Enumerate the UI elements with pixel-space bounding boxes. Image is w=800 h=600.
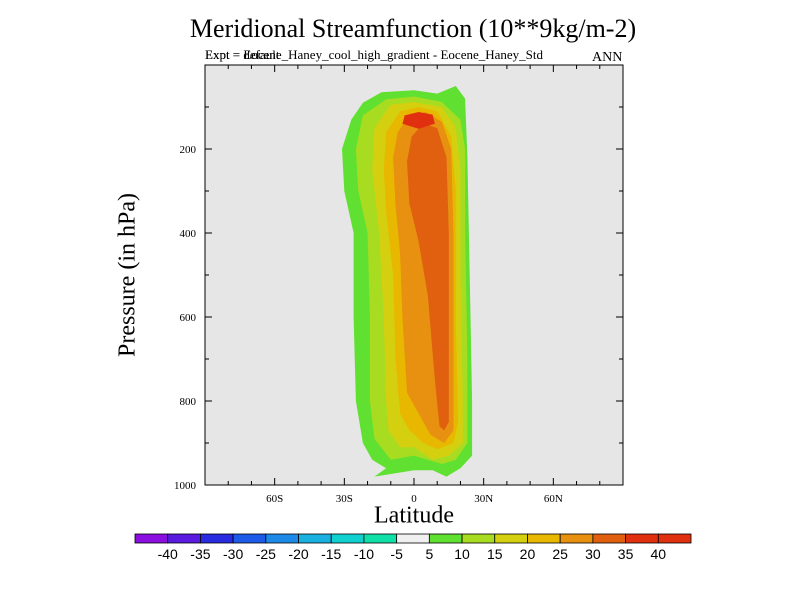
colorbar-label: -10 [354, 546, 374, 562]
colorbar-box [461, 533, 496, 544]
colorbar-box [625, 533, 659, 544]
subtitle-default: Expt = default [205, 47, 280, 62]
contour-region-35-40 [402, 112, 435, 129]
colorbar-label: 35 [618, 546, 634, 562]
y-tick-label: 400 [180, 228, 197, 240]
colorbar-box [134, 533, 169, 544]
colorbar-label: 30 [585, 546, 601, 562]
x-axis-ticks: 60S 30S 0 30N 60N [227, 65, 601, 505]
colorbar-label: 10 [454, 546, 470, 562]
colorbar-label: 15 [487, 546, 503, 562]
colorbar-label: -5 [390, 546, 403, 562]
x-tick-label: 30S [336, 493, 353, 505]
colorbar-label: 25 [552, 546, 568, 562]
x-tick-label: 0 [411, 493, 417, 505]
colorbar-box [657, 533, 692, 544]
colorbar-label: -20 [288, 546, 308, 562]
colorbar-box [494, 533, 528, 544]
colorbar-label: 5 [425, 546, 433, 562]
colorbar-box [330, 533, 365, 544]
colorbar-box [559, 533, 594, 544]
y-tick-label: 800 [180, 396, 197, 408]
y-axis-ticks: 200 400 600 800 1000 [174, 106, 623, 492]
colorbar-box [265, 533, 299, 544]
colorbar-box [396, 533, 430, 544]
colorbar-box [200, 533, 234, 544]
y-tick-label: 1000 [174, 480, 197, 492]
y-tick-label: 200 [180, 144, 197, 156]
contour-region-30-35 [407, 123, 449, 431]
colorbar-label: -30 [223, 546, 243, 562]
colorbar-box [363, 533, 398, 544]
subtitle-experiment: Expt = Eocene_Haney_cool_high_gradient -… [205, 47, 543, 62]
chart-subtitle: Expt = Eocene_Haney_cool_high_gradient -… [200, 47, 600, 65]
colorbar-box [167, 533, 201, 544]
colorbar-box [232, 533, 267, 544]
x-axis-label: Latitude [374, 502, 454, 529]
colorbar-label: -40 [158, 546, 178, 562]
colorbar-label: 40 [651, 546, 667, 562]
colorbar-box [592, 533, 626, 544]
contour-layer [342, 86, 473, 477]
colorbar-box [527, 533, 561, 544]
chart-title: Meridional Streamfunction (10**9kg/m-2) [189, 14, 637, 43]
x-tick-label: 30N [474, 493, 493, 505]
colorbar-box [298, 533, 332, 544]
colorbar: -40 -35 -30 -25 -20 -15 -10 -5 5 10 15 20 25 30 35 40 [134, 533, 692, 562]
season-label: ANN [592, 50, 623, 65]
colorbar-label: -25 [256, 546, 276, 562]
colorbar-label: 20 [520, 546, 536, 562]
x-tick-label: 60S [266, 493, 283, 505]
x-tick-label: 60N [544, 493, 563, 505]
colorbar-label: -35 [190, 546, 210, 562]
colorbar-box [428, 533, 463, 544]
y-tick-label: 600 [180, 312, 197, 324]
colorbar-label: -15 [321, 546, 341, 562]
